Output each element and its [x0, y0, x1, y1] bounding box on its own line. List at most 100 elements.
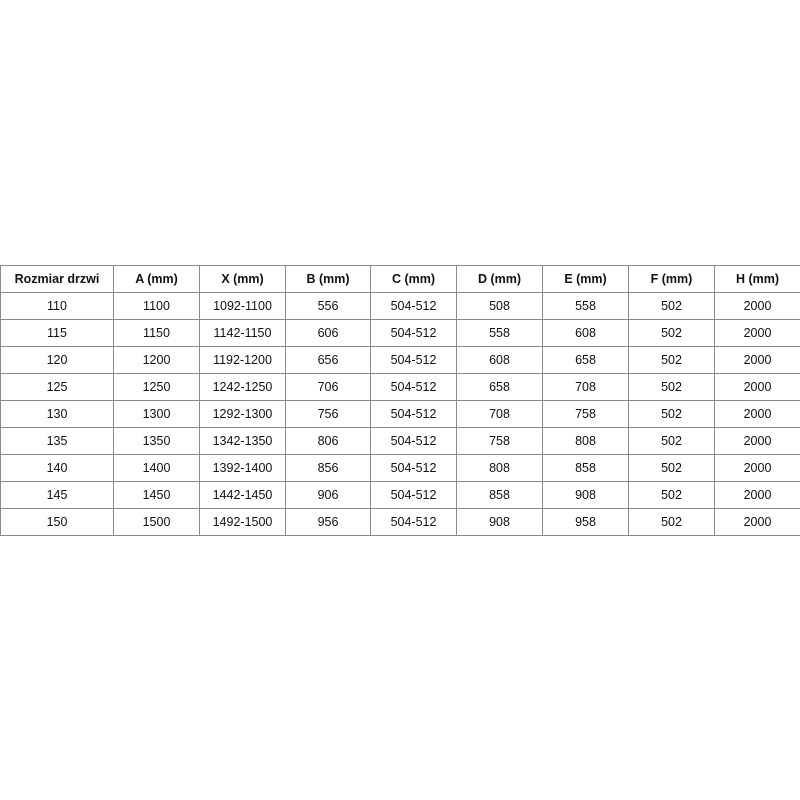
table-cell: 1192-1200 [199, 346, 286, 374]
table-cell: 708 [456, 400, 543, 428]
column-header: B (mm) [285, 265, 371, 293]
header-row: Rozmiar drzwi A (mm) X (mm) B (mm) C (mm) D (… [0, 265, 800, 293]
column-header: D (mm) [456, 265, 543, 293]
table-row: 135 1350 1342-1350 806 504-512 758 808 502 2000 [0, 427, 800, 455]
table-row: 145 1450 1442-1450 906 504-512 858 908 502 2000 [0, 481, 800, 509]
table-cell: 1442-1450 [199, 481, 286, 509]
table-cell: 908 [542, 481, 629, 509]
table-cell: 858 [542, 454, 629, 482]
table-cell: 608 [456, 346, 543, 374]
table-cell: 2000 [714, 346, 800, 374]
table-cell: 2000 [714, 400, 800, 428]
table-cell: 1350 [113, 427, 200, 455]
column-header: F (mm) [628, 265, 715, 293]
table-cell: 508 [456, 292, 543, 320]
table-cell: 504-512 [370, 427, 457, 455]
table-cell: 502 [628, 508, 715, 536]
table-cell: 502 [628, 373, 715, 401]
table-cell: 135 [0, 427, 114, 455]
table-cell: 2000 [714, 373, 800, 401]
table-cell: 504-512 [370, 319, 457, 347]
table-cell: 2000 [714, 508, 800, 536]
table-cell: 1450 [113, 481, 200, 509]
table-cell: 1142-1150 [199, 319, 286, 347]
table-cell: 908 [456, 508, 543, 536]
table-row: 140 1400 1392-1400 856 504-512 808 858 502 2000 [0, 454, 800, 482]
table-cell: 504-512 [370, 292, 457, 320]
table-cell: 145 [0, 481, 114, 509]
table-cell: 1200 [113, 346, 200, 374]
table-cell: 1342-1350 [199, 427, 286, 455]
column-header: H (mm) [714, 265, 800, 293]
table-row: 150 1500 1492-1500 956 504-512 908 958 502 2000 [0, 508, 800, 536]
table-row: 115 1150 1142-1150 606 504-512 558 608 502 2000 [0, 319, 800, 347]
table-cell: 125 [0, 373, 114, 401]
table-cell: 120 [0, 346, 114, 374]
table-cell: 758 [542, 400, 629, 428]
table-cell: 502 [628, 427, 715, 455]
table-cell: 1250 [113, 373, 200, 401]
table-cell: 756 [285, 400, 371, 428]
table-row: 125 1250 1242-1250 706 504-512 658 708 502 2000 [0, 373, 800, 401]
table-cell: 2000 [714, 319, 800, 347]
dimensions-table: Rozmiar drzwi A (mm) X (mm) B (mm) C (mm) D (… [0, 265, 800, 536]
table-cell: 1092-1100 [199, 292, 286, 320]
table-cell: 504-512 [370, 481, 457, 509]
table-cell: 502 [628, 319, 715, 347]
table-row: 130 1300 1292-1300 756 504-512 708 758 502 2000 [0, 400, 800, 428]
table-cell: 2000 [714, 292, 800, 320]
table-cell: 606 [285, 319, 371, 347]
table-cell: 110 [0, 292, 114, 320]
table-cell: 1392-1400 [199, 454, 286, 482]
table-cell: 502 [628, 481, 715, 509]
table-cell: 758 [456, 427, 543, 455]
table-cell: 708 [542, 373, 629, 401]
table-cell: 2000 [714, 427, 800, 455]
table-cell: 2000 [714, 481, 800, 509]
table-cell: 1100 [113, 292, 200, 320]
table-cell: 1492-1500 [199, 508, 286, 536]
table-cell: 504-512 [370, 373, 457, 401]
table-cell: 958 [542, 508, 629, 536]
table-cell: 608 [542, 319, 629, 347]
table-cell: 504-512 [370, 400, 457, 428]
table-cell: 502 [628, 400, 715, 428]
table-cell: 1242-1250 [199, 373, 286, 401]
table-cell: 658 [456, 373, 543, 401]
table-cell: 504-512 [370, 454, 457, 482]
table-cell: 150 [0, 508, 114, 536]
table-cell: 558 [456, 319, 543, 347]
column-header: A (mm) [113, 265, 200, 293]
table-row: 120 1200 1192-1200 656 504-512 608 658 502 2000 [0, 346, 800, 374]
table-cell: 2000 [714, 454, 800, 482]
table-cell: 1150 [113, 319, 200, 347]
table-cell: 556 [285, 292, 371, 320]
table-cell: 658 [542, 346, 629, 374]
table-cell: 140 [0, 454, 114, 482]
table-cell: 1400 [113, 454, 200, 482]
column-header: X (mm) [199, 265, 286, 293]
table-cell: 504-512 [370, 346, 457, 374]
table-cell: 1500 [113, 508, 200, 536]
table-cell: 130 [0, 400, 114, 428]
table-cell: 502 [628, 454, 715, 482]
table-cell: 558 [542, 292, 629, 320]
table-cell: 856 [285, 454, 371, 482]
table-cell: 115 [0, 319, 114, 347]
table-cell: 1300 [113, 400, 200, 428]
table-cell: 956 [285, 508, 371, 536]
table-cell: 806 [285, 427, 371, 455]
table-cell: 1292-1300 [199, 400, 286, 428]
table-cell: 906 [285, 481, 371, 509]
table-cell: 808 [456, 454, 543, 482]
column-header: Rozmiar drzwi [0, 265, 114, 293]
table-cell: 502 [628, 292, 715, 320]
table-row: 110 1100 1092-1100 556 504-512 508 558 502 2000 [0, 292, 800, 320]
table-cell: 504-512 [370, 508, 457, 536]
table-cell: 808 [542, 427, 629, 455]
table-cell: 656 [285, 346, 371, 374]
column-header: C (mm) [370, 265, 457, 293]
table-cell: 858 [456, 481, 543, 509]
table-cell: 706 [285, 373, 371, 401]
column-header: E (mm) [542, 265, 629, 293]
